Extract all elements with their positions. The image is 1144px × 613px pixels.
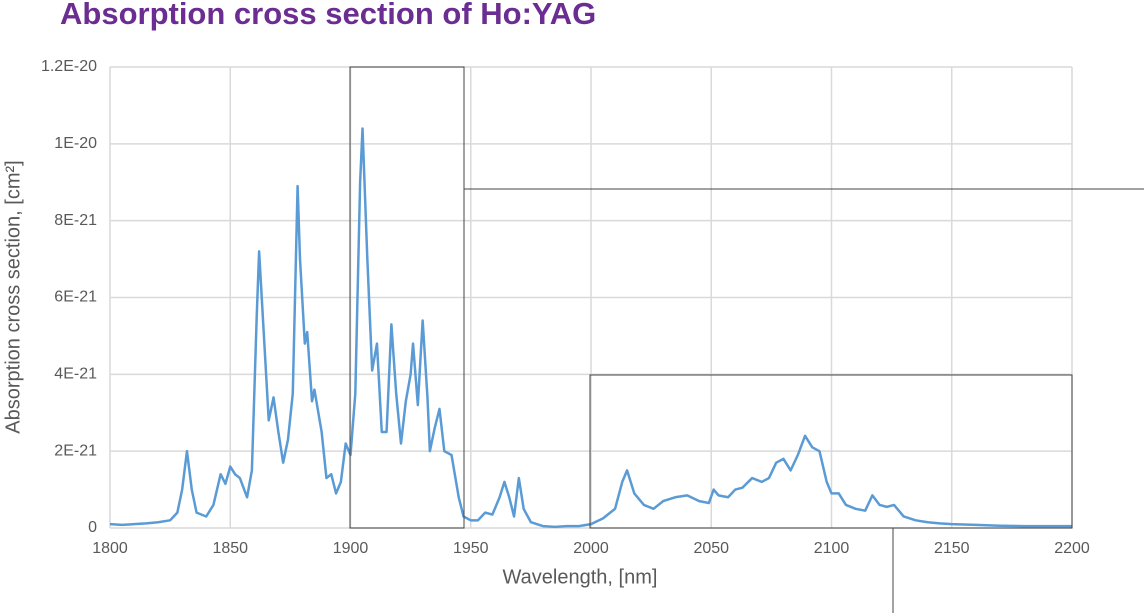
x-axis-label: Wavelength, [nm] [503, 566, 658, 588]
y-tick-label: 1.2E-20 [41, 58, 97, 75]
x-tick-label: 1800 [92, 540, 128, 557]
y-tick-label: 8E-21 [54, 212, 97, 229]
y-tick-label: 6E-21 [54, 289, 97, 306]
x-tick-label: 1850 [212, 540, 248, 557]
x-tick-label: 2150 [934, 540, 970, 557]
y-tick-label: 1E-20 [54, 135, 97, 152]
y-tick-label: 2E-21 [54, 442, 97, 459]
annotation-box [349, 66, 465, 529]
x-tick-label: 2100 [814, 540, 850, 557]
x-tick-label: 2200 [1054, 540, 1090, 557]
x-tick-label: 1900 [333, 540, 369, 557]
plot [109, 127, 1072, 529]
annotation-box [589, 374, 1073, 529]
chart-title: Absorption cross section of Ho:YAG [60, 0, 596, 31]
x-tick-label: 1950 [453, 540, 489, 557]
y-axis-label: Absorption cross section, [cm²] [2, 160, 24, 433]
grid [109, 66, 1073, 529]
x-tick-label: 2050 [693, 540, 729, 557]
y-tick-label: 4E-21 [54, 366, 97, 383]
x-tick-label: 2000 [573, 540, 609, 557]
y-tick-label: 0 [88, 519, 97, 536]
data-line [109, 127, 1072, 529]
